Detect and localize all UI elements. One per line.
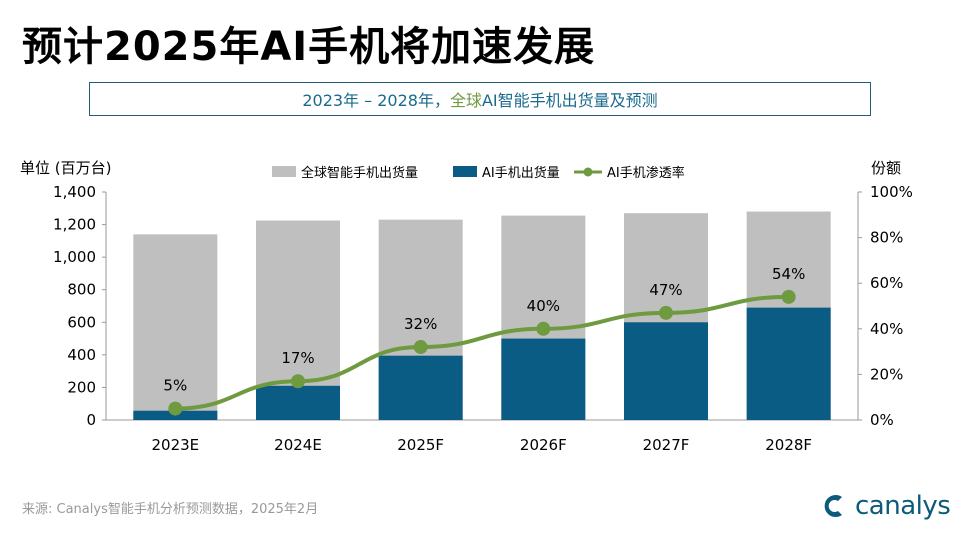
- canalys-logo: canalys: [820, 488, 951, 524]
- right-axis-tick-label: 60%: [870, 274, 903, 292]
- line-point-ai-penetration: [659, 305, 673, 320]
- left-axis-tick-label: 0: [86, 411, 96, 429]
- bar-ai-shipments: [501, 338, 586, 420]
- data-label-penetration: 17%: [281, 349, 314, 367]
- source-note: 来源: Canalys智能手机分析预测数据，2025年2月: [22, 502, 319, 517]
- data-label-penetration: 32%: [404, 315, 437, 333]
- line-ai-penetration: [175, 294, 789, 411]
- legend-swatch-ai: [453, 166, 477, 177]
- legend-swatch-marker: [583, 167, 593, 177]
- line-point-ai-penetration: [291, 374, 305, 389]
- x-axis-tick-label: 2023E: [152, 436, 200, 454]
- left-axis-tick-label: 800: [67, 281, 96, 299]
- bar-ai-shipments: [624, 322, 708, 420]
- x-axis-tick-label: 2028F: [765, 436, 812, 454]
- canalys-logo-icon: [824, 495, 842, 517]
- bar-ai-shipments: [256, 385, 340, 420]
- logo-text: canalys: [855, 491, 951, 521]
- left-axis-title: 单位 (百万台): [20, 159, 112, 177]
- x-axis-tick-label: 2027F: [643, 436, 690, 454]
- legend-label-ai: AI手机出货量: [482, 165, 560, 181]
- right-axis-tick-label: 40%: [870, 320, 903, 338]
- right-axis-tick-label: 20%: [870, 365, 903, 383]
- data-label-penetration: 47%: [649, 281, 682, 299]
- right-axis-tick-label: 0%: [870, 411, 894, 429]
- legend-label-penetration: AI手机渗透率: [607, 165, 685, 181]
- page-title: 预计2025年AI手机将加速发展: [22, 24, 596, 70]
- x-axis-tick-label: 2026F: [520, 436, 567, 454]
- left-axis-tick-label: 1,200: [53, 216, 96, 234]
- left-axis-tick-label: 400: [67, 346, 96, 364]
- x-axis-tick-label: 2024E: [274, 436, 322, 454]
- data-label-penetration: 40%: [527, 297, 560, 315]
- left-axis-tick-label: 200: [67, 378, 96, 396]
- subtitle-part-desc: AI智能手机出货量及预测: [481, 91, 658, 110]
- bar-total-shipments: [133, 234, 218, 420]
- line-point-ai-penetration: [781, 289, 796, 304]
- data-label-penetration: 5%: [163, 377, 187, 395]
- left-axis-tick-label: 1,400: [53, 183, 96, 201]
- subtitle-part-years: 2023年 – 2028年，: [302, 91, 450, 110]
- subtitle-part-global: 全球: [449, 91, 482, 110]
- line-point-ai-penetration: [536, 321, 551, 336]
- x-axis-tick-label: 2025F: [397, 436, 444, 454]
- line-point-ai-penetration: [413, 340, 428, 355]
- left-axis-tick-label: 1,000: [53, 248, 96, 266]
- right-axis-tick-label: 80%: [870, 229, 903, 247]
- legend-swatch-total: [272, 166, 296, 177]
- right-axis-title: 份额: [871, 159, 902, 177]
- data-label-penetration: 54%: [772, 265, 805, 283]
- line-point-ai-penetration: [168, 401, 183, 416]
- right-axis-tick-label: 100%: [870, 183, 913, 201]
- bar-ai-shipments: [378, 355, 463, 420]
- bar-ai-shipments: [746, 307, 831, 420]
- legend-label-total: 全球智能手机出货量: [301, 165, 418, 181]
- left-axis-tick-label: 600: [67, 313, 96, 331]
- chart-subtitle: 2023年 – 2028年， 全球 AI智能手机出货量及预测: [89, 82, 871, 116]
